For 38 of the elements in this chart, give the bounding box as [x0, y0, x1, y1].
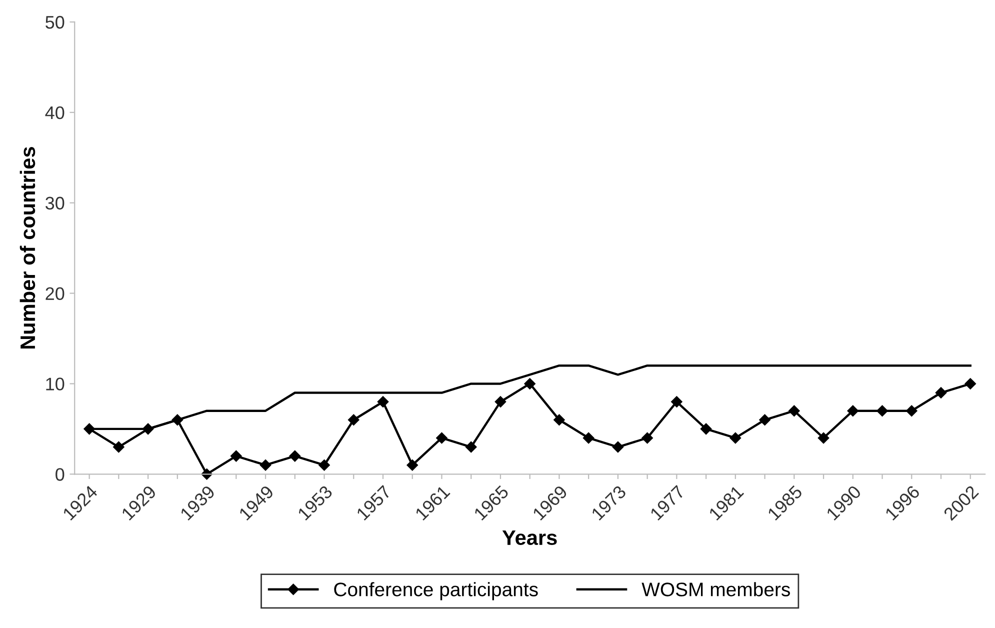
- point: [436, 432, 448, 444]
- point: [847, 405, 858, 416]
- point: [818, 432, 830, 444]
- point: [612, 441, 624, 453]
- y-tick-label: 30: [46, 196, 64, 210]
- point: [260, 459, 272, 471]
- point: [876, 405, 888, 416]
- point: [494, 396, 506, 408]
- point: [348, 414, 360, 426]
- y-tick-label: 0: [56, 468, 64, 481]
- point: [201, 468, 212, 480]
- point: [935, 387, 947, 398]
- legend-label: Conference participants: [334, 582, 538, 600]
- point: [730, 432, 742, 444]
- point: [406, 459, 418, 471]
- y-axis-title: Number of countries: [20, 147, 36, 349]
- point: [759, 414, 770, 426]
- point: [230, 450, 242, 462]
- y-tick-label: 20: [46, 287, 64, 300]
- point: [289, 450, 300, 462]
- point: [465, 441, 477, 453]
- point: [642, 432, 653, 444]
- point: [964, 378, 976, 390]
- x-axis-title: Years: [502, 530, 557, 546]
- point: [554, 414, 565, 426]
- point: [582, 432, 594, 444]
- point: [377, 396, 389, 408]
- y-tick-label: 10: [46, 378, 64, 390]
- point: [788, 405, 800, 416]
- y-tick-label: 50: [46, 16, 64, 29]
- point: [671, 396, 682, 408]
- legend-label: WOSM members: [642, 582, 790, 596]
- point: [524, 378, 536, 390]
- point: [318, 459, 330, 471]
- point: [906, 405, 918, 416]
- y-tick-label: 40: [45, 106, 64, 120]
- point: [113, 441, 124, 453]
- point: [700, 423, 712, 435]
